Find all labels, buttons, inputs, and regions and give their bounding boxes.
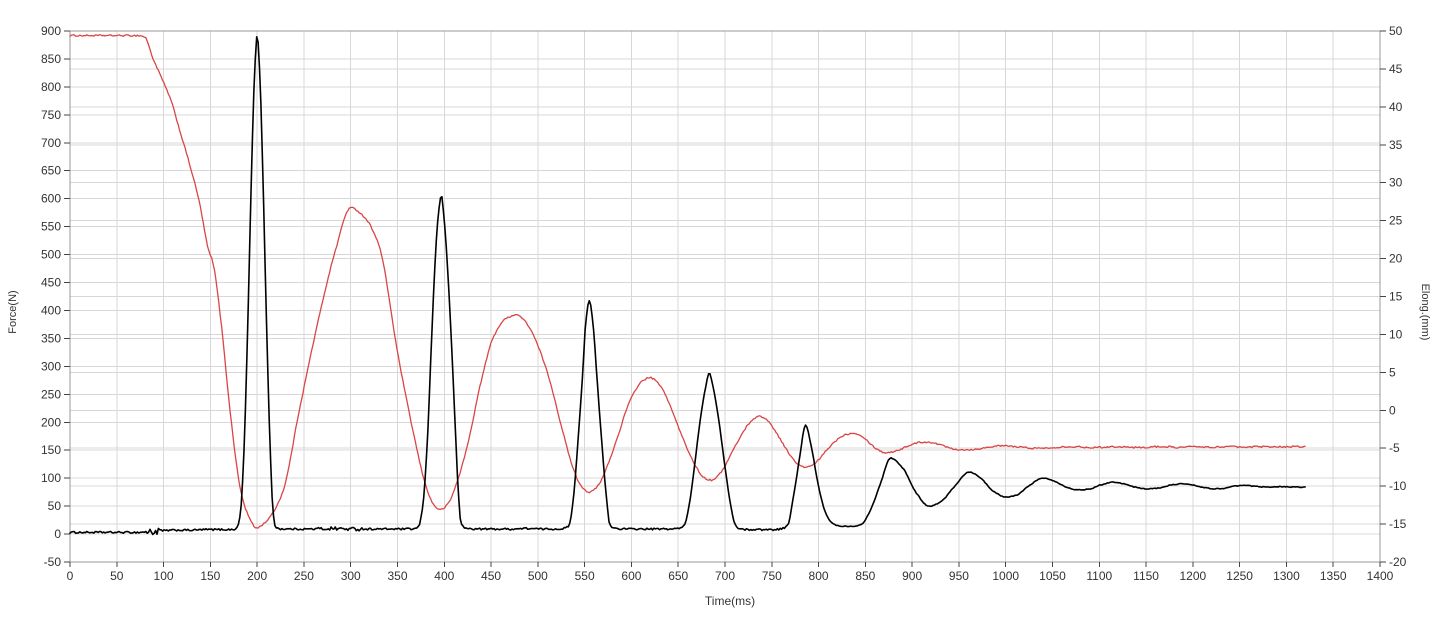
y-right-tick-label: 0 — [1389, 403, 1396, 417]
x-tick-label: 300 — [341, 569, 361, 583]
y-right-tick-label: -15 — [1389, 517, 1407, 531]
y-right-tick-label: 50 — [1389, 24, 1403, 38]
x-tick-label: 1400 — [1367, 569, 1394, 583]
y-axis-label-left: Force(N) — [7, 290, 19, 334]
y-axis-label-right: Elong.(mm) — [1419, 283, 1431, 341]
x-tick-label: 500 — [528, 569, 548, 583]
series-force-curve — [69, 36, 1306, 536]
y-right-tick-label: -20 — [1389, 555, 1407, 569]
x-tick-label: 850 — [855, 569, 875, 583]
y-right-tick-label: 5 — [1389, 365, 1396, 379]
y-right-tick-label: 40 — [1389, 100, 1403, 114]
y-right-tick-label: -5 — [1389, 441, 1400, 455]
y-left-tick-label: 400 — [41, 303, 61, 317]
y-left-tick-label: 550 — [41, 220, 61, 234]
x-tick-label: 0 — [67, 569, 74, 583]
y-left-tick-label: 150 — [41, 443, 61, 457]
x-tick-label: 1050 — [1039, 569, 1066, 583]
x-tick-label: 700 — [715, 569, 735, 583]
x-tick-label: 50 — [110, 569, 124, 583]
y-left-tick-label: 350 — [41, 331, 61, 345]
x-axis-label: Time(ms) — [704, 594, 756, 608]
y-left-tick-label: 900 — [41, 24, 61, 38]
y-left-tick-label: 250 — [41, 387, 61, 401]
tick-labels: 0 50 100 150 200 250 300 350 400 450 500 550 600 650 7… — [41, 24, 1407, 583]
y-left-tick-label: 0 — [54, 527, 61, 541]
x-tick-label: 1100 — [1086, 569, 1112, 583]
x-tick-label: 1150 — [1133, 569, 1159, 583]
x-tick-label: 200 — [247, 569, 267, 583]
x-tick-label: 400 — [434, 569, 454, 583]
y-left-tick-label: 450 — [41, 276, 61, 290]
x-tick-label: 100 — [154, 569, 174, 583]
y-right-tick-label: -10 — [1389, 479, 1407, 493]
y-left-tick-label: 750 — [41, 108, 61, 122]
y-left-tick-label: -50 — [44, 555, 62, 569]
x-tick-label: 350 — [387, 569, 407, 583]
x-tick-label: 150 — [200, 569, 220, 583]
y-left-tick-label: 850 — [41, 52, 61, 66]
tick-marks — [64, 30, 1386, 567]
x-tick-label: 550 — [575, 569, 595, 583]
x-tick-label: 800 — [809, 569, 829, 583]
x-tick-label: 1300 — [1273, 569, 1300, 583]
x-tick-label: 250 — [294, 569, 314, 583]
y-left-tick-label: 600 — [41, 192, 61, 206]
y-right-tick-label: 20 — [1389, 252, 1403, 266]
x-tick-label: 600 — [621, 569, 641, 583]
y-left-tick-label: 100 — [41, 471, 61, 485]
y-left-tick-label: 700 — [41, 136, 61, 150]
y-left-tick-label: 200 — [41, 415, 61, 429]
x-tick-label: 1350 — [1320, 569, 1347, 583]
x-tick-label: 950 — [949, 569, 969, 583]
y-right-tick-label: 25 — [1389, 214, 1403, 228]
y-right-tick-label: 35 — [1389, 138, 1403, 152]
x-tick-label: 450 — [481, 569, 501, 583]
x-tick-label: 900 — [902, 569, 922, 583]
y-left-tick-label: 500 — [41, 248, 61, 262]
series-elongation-curve — [69, 34, 1306, 529]
y-left-tick-label: 300 — [41, 359, 61, 373]
y-right-tick-label: 15 — [1389, 290, 1403, 304]
x-tick-label: 1250 — [1226, 569, 1253, 583]
y-left-tick-label: 650 — [41, 164, 61, 178]
y-right-tick-label: 30 — [1389, 176, 1403, 190]
x-tick-label: 1200 — [1180, 569, 1207, 583]
x-tick-label: 650 — [668, 569, 688, 583]
y-left-tick-label: 800 — [41, 80, 61, 94]
x-tick-label: 750 — [762, 569, 782, 583]
y-right-tick-label: 10 — [1389, 327, 1403, 341]
x-tick-label: 1000 — [992, 569, 1019, 583]
y-left-tick-label: 50 — [48, 499, 62, 513]
y-right-tick-label: 45 — [1389, 62, 1403, 76]
gridlines — [70, 31, 1380, 562]
